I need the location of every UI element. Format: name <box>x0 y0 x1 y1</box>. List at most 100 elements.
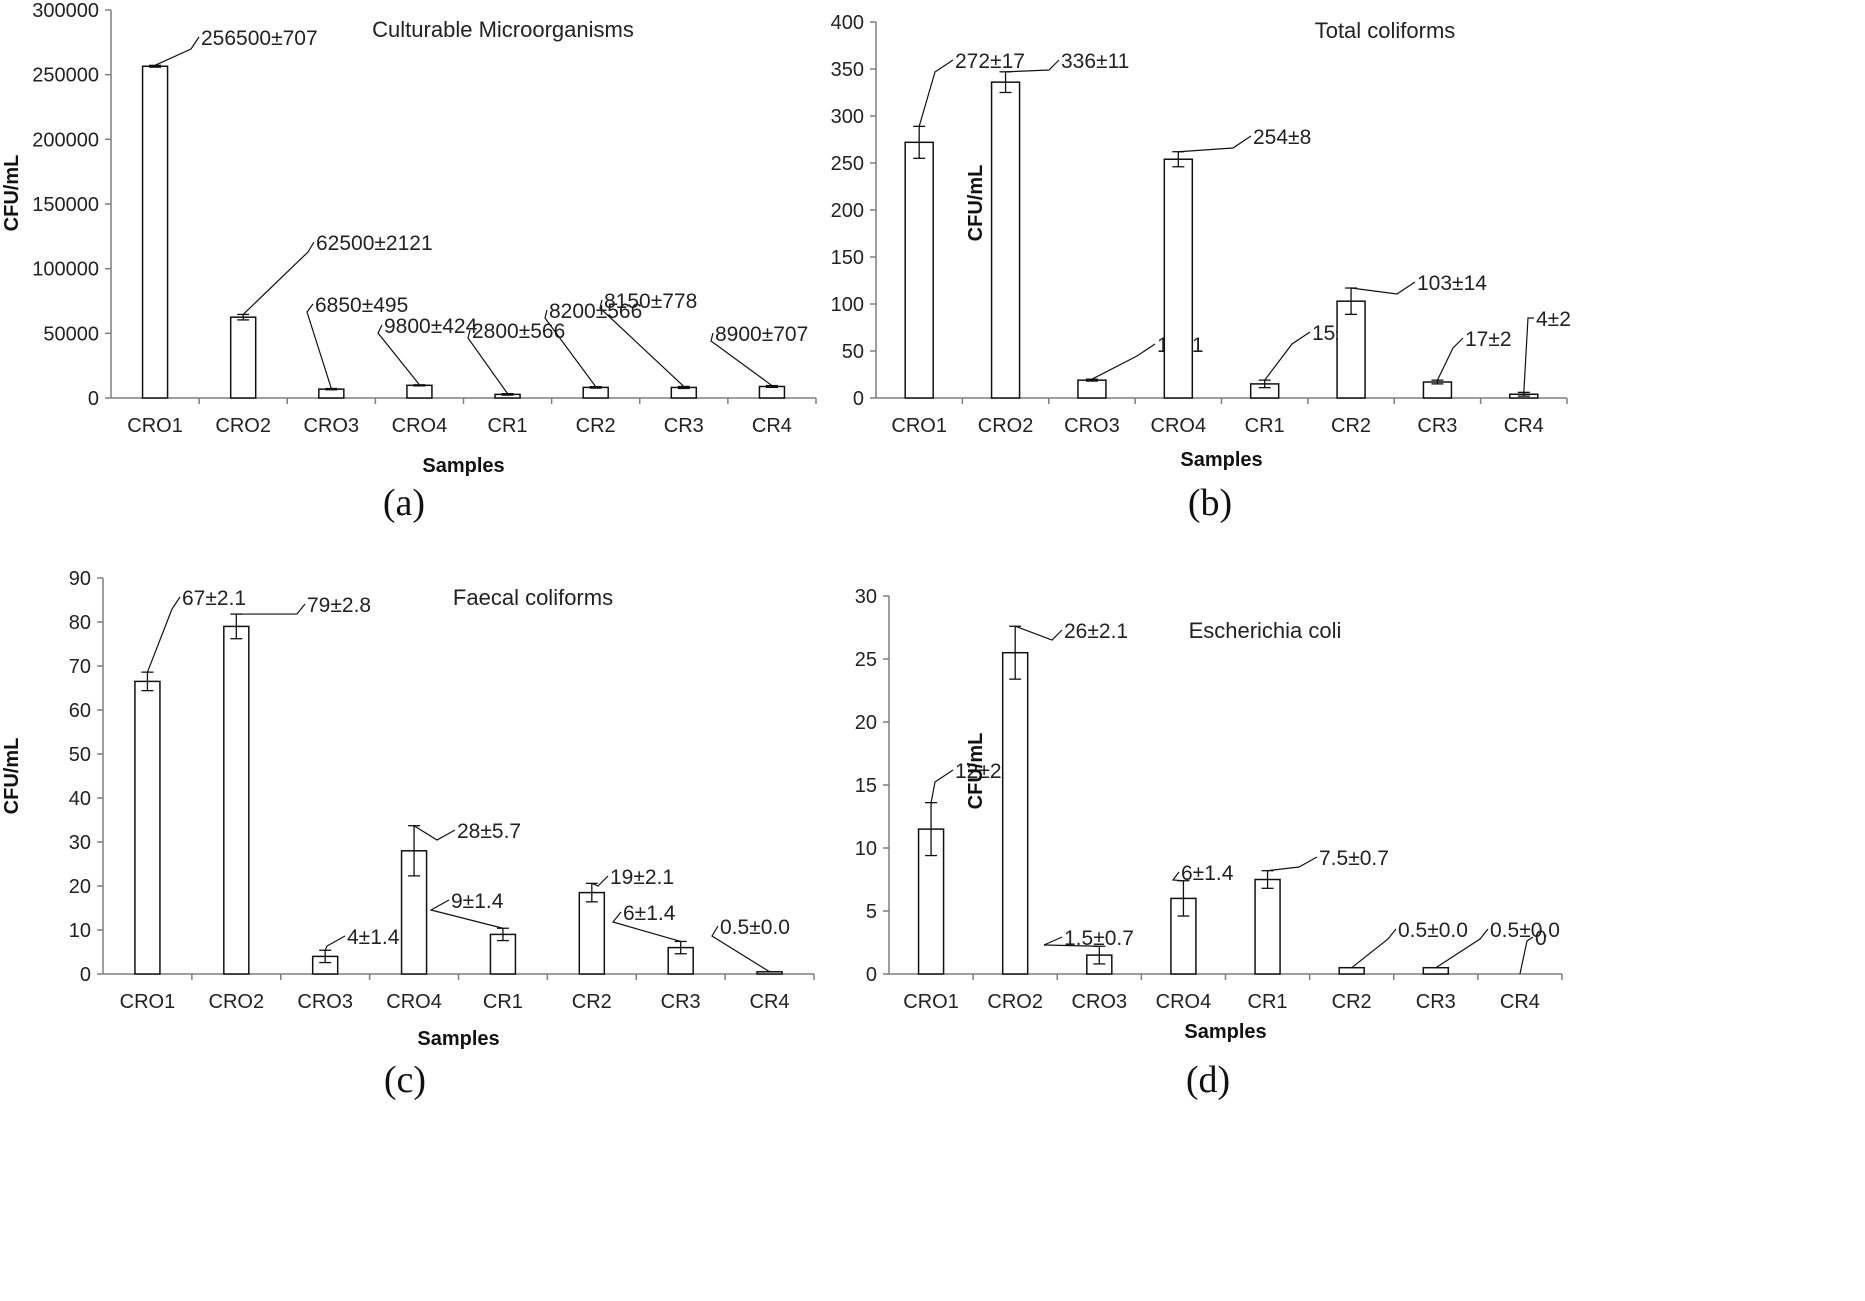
x-axis-title: Samples <box>422 455 504 477</box>
bar-cr2 <box>1336 300 1366 399</box>
y-axis-title: CFU/mL <box>1 155 23 232</box>
x-tick-label: CR3 <box>664 415 704 437</box>
bar-cro2 <box>1001 651 1029 975</box>
x-axis-title: Samples <box>1184 1021 1266 1043</box>
data-label: 6±1.4 <box>623 902 676 925</box>
x-tick-label: CRO1 <box>903 991 959 1013</box>
x-tick-label: CRO4 <box>1156 991 1212 1013</box>
chart-panel-1: 0 50000 100000 150000 200000 250000 300000 CRO1… <box>1 0 817 524</box>
data-label: 103±14 <box>1417 272 1487 295</box>
bar-cro1 <box>904 141 934 399</box>
label-leader-line <box>1091 343 1156 380</box>
x-axis-title: Samples <box>417 1028 499 1050</box>
x-tick-label: CRO1 <box>127 415 183 437</box>
label-leader-line <box>242 241 315 315</box>
y-tick-label: 5 <box>866 901 877 923</box>
y-tick-label: 300 <box>831 106 864 128</box>
data-label: 7.5±0.7 <box>1319 847 1389 870</box>
chart-title: Total coliforms <box>1315 18 1456 43</box>
data-label: 8150±778 <box>604 290 697 313</box>
panel-label: (b) <box>1188 482 1232 524</box>
label-leader-line <box>930 769 954 803</box>
chart-title: Culturable Microorganisms <box>372 17 634 42</box>
y-tick-label: 50 <box>842 341 864 363</box>
x-tick-label: CRO2 <box>978 415 1034 437</box>
label-leader-line <box>1350 281 1416 295</box>
data-label: 4±1.4 <box>347 926 400 949</box>
bar-cro1 <box>134 680 161 975</box>
x-tick-label: CR4 <box>1500 991 1540 1013</box>
label-leader-line <box>918 59 954 127</box>
x-tick-label: CRO1 <box>891 415 947 437</box>
x-tick-label: CR2 <box>1331 415 1371 437</box>
bar-cro2 <box>990 81 1021 399</box>
x-tick-label: CR3 <box>661 991 701 1013</box>
label-leader-line <box>236 603 306 615</box>
x-tick-label: CR1 <box>1245 415 1285 437</box>
bar-cr3 <box>1422 966 1450 975</box>
chart-panel-2: 0 50 100 150 200 250 300 350 400 CRO1 272±17 CRO2 33… <box>831 12 1571 524</box>
y-tick-label: 150 <box>831 247 864 269</box>
x-tick-label: CR4 <box>750 991 790 1013</box>
x-tick-label: CRO3 <box>1064 415 1120 437</box>
panel-label: (d) <box>1186 1059 1230 1101</box>
bar-cro2 <box>223 625 250 975</box>
y-tick-label: 80 <box>69 612 91 634</box>
data-label: 0.5±0.0 <box>1490 919 1560 942</box>
y-tick-label: 60 <box>69 700 91 722</box>
bar-cr4 <box>756 971 783 975</box>
y-tick-label: 20 <box>69 876 91 898</box>
chart-panel-3: 0 10 20 30 40 50 60 70 80 90 CRO1 67±2.1 CRO2 79±2.8 C… <box>1 568 815 1101</box>
y-tick-label: 100000 <box>32 259 99 281</box>
x-tick-label: CRO4 <box>386 991 442 1013</box>
y-tick-label: 0 <box>866 964 877 986</box>
y-tick-label: 15 <box>855 775 877 797</box>
y-tick-label: 70 <box>69 656 91 678</box>
y-tick-label: 90 <box>69 568 91 590</box>
bar-cr3 <box>667 946 694 975</box>
y-tick-label: 25 <box>855 649 877 671</box>
label-leader-line <box>324 935 346 951</box>
label-leader-line <box>1435 928 1489 969</box>
x-tick-label: CRO2 <box>987 991 1043 1013</box>
y-tick-label: 250000 <box>32 65 99 87</box>
x-tick-label: CRO3 <box>1072 991 1128 1013</box>
data-label: 0 <box>1535 927 1547 950</box>
y-axis-title: CFU/mL <box>1 738 23 815</box>
data-label: 9±1.4 <box>451 890 504 913</box>
x-tick-label: CRO2 <box>209 991 265 1013</box>
x-tick-label: CRO4 <box>1151 415 1207 437</box>
bar-cro2 <box>229 316 257 399</box>
y-tick-label: 150000 <box>32 194 99 216</box>
label-leader-line <box>306 303 332 389</box>
x-tick-label: CR2 <box>576 415 616 437</box>
y-tick-label: 200000 <box>32 129 99 151</box>
bar-cr2 <box>582 386 609 399</box>
x-tick-label: CRO1 <box>120 991 176 1013</box>
data-label: 6850±495 <box>315 294 408 317</box>
data-label: 26±2.1 <box>1064 620 1128 643</box>
data-label: 254±8 <box>1253 126 1311 149</box>
panel-label: (a) <box>383 482 425 524</box>
label-leader-line <box>146 596 181 673</box>
label-leader-line <box>413 825 456 841</box>
data-label: 9800±424 <box>384 315 478 338</box>
label-leader-line <box>1043 936 1100 947</box>
y-tick-label: 250 <box>831 153 864 175</box>
x-tick-label: CRO4 <box>392 415 448 437</box>
data-label: 17±2 <box>1465 328 1512 351</box>
x-tick-label: CR1 <box>1248 991 1288 1013</box>
label-leader-line <box>377 324 420 386</box>
data-label: 8200±566 <box>549 300 642 323</box>
bar-cro4 <box>1163 158 1194 399</box>
label-leader-line <box>544 309 597 388</box>
label-leader-line <box>710 332 773 387</box>
data-label: 0.5±0.0 <box>1398 919 1468 942</box>
chart-panel-4: 051015202530CRO112±2.1CRO226±2.1CRO31.5±… <box>855 586 1563 1101</box>
bar-cro1 <box>141 65 169 399</box>
y-tick-label: 30 <box>69 832 91 854</box>
data-label: 336±11 <box>1061 50 1129 73</box>
data-label: 0.5±0.0 <box>720 916 790 939</box>
label-leader-line <box>1014 625 1063 641</box>
